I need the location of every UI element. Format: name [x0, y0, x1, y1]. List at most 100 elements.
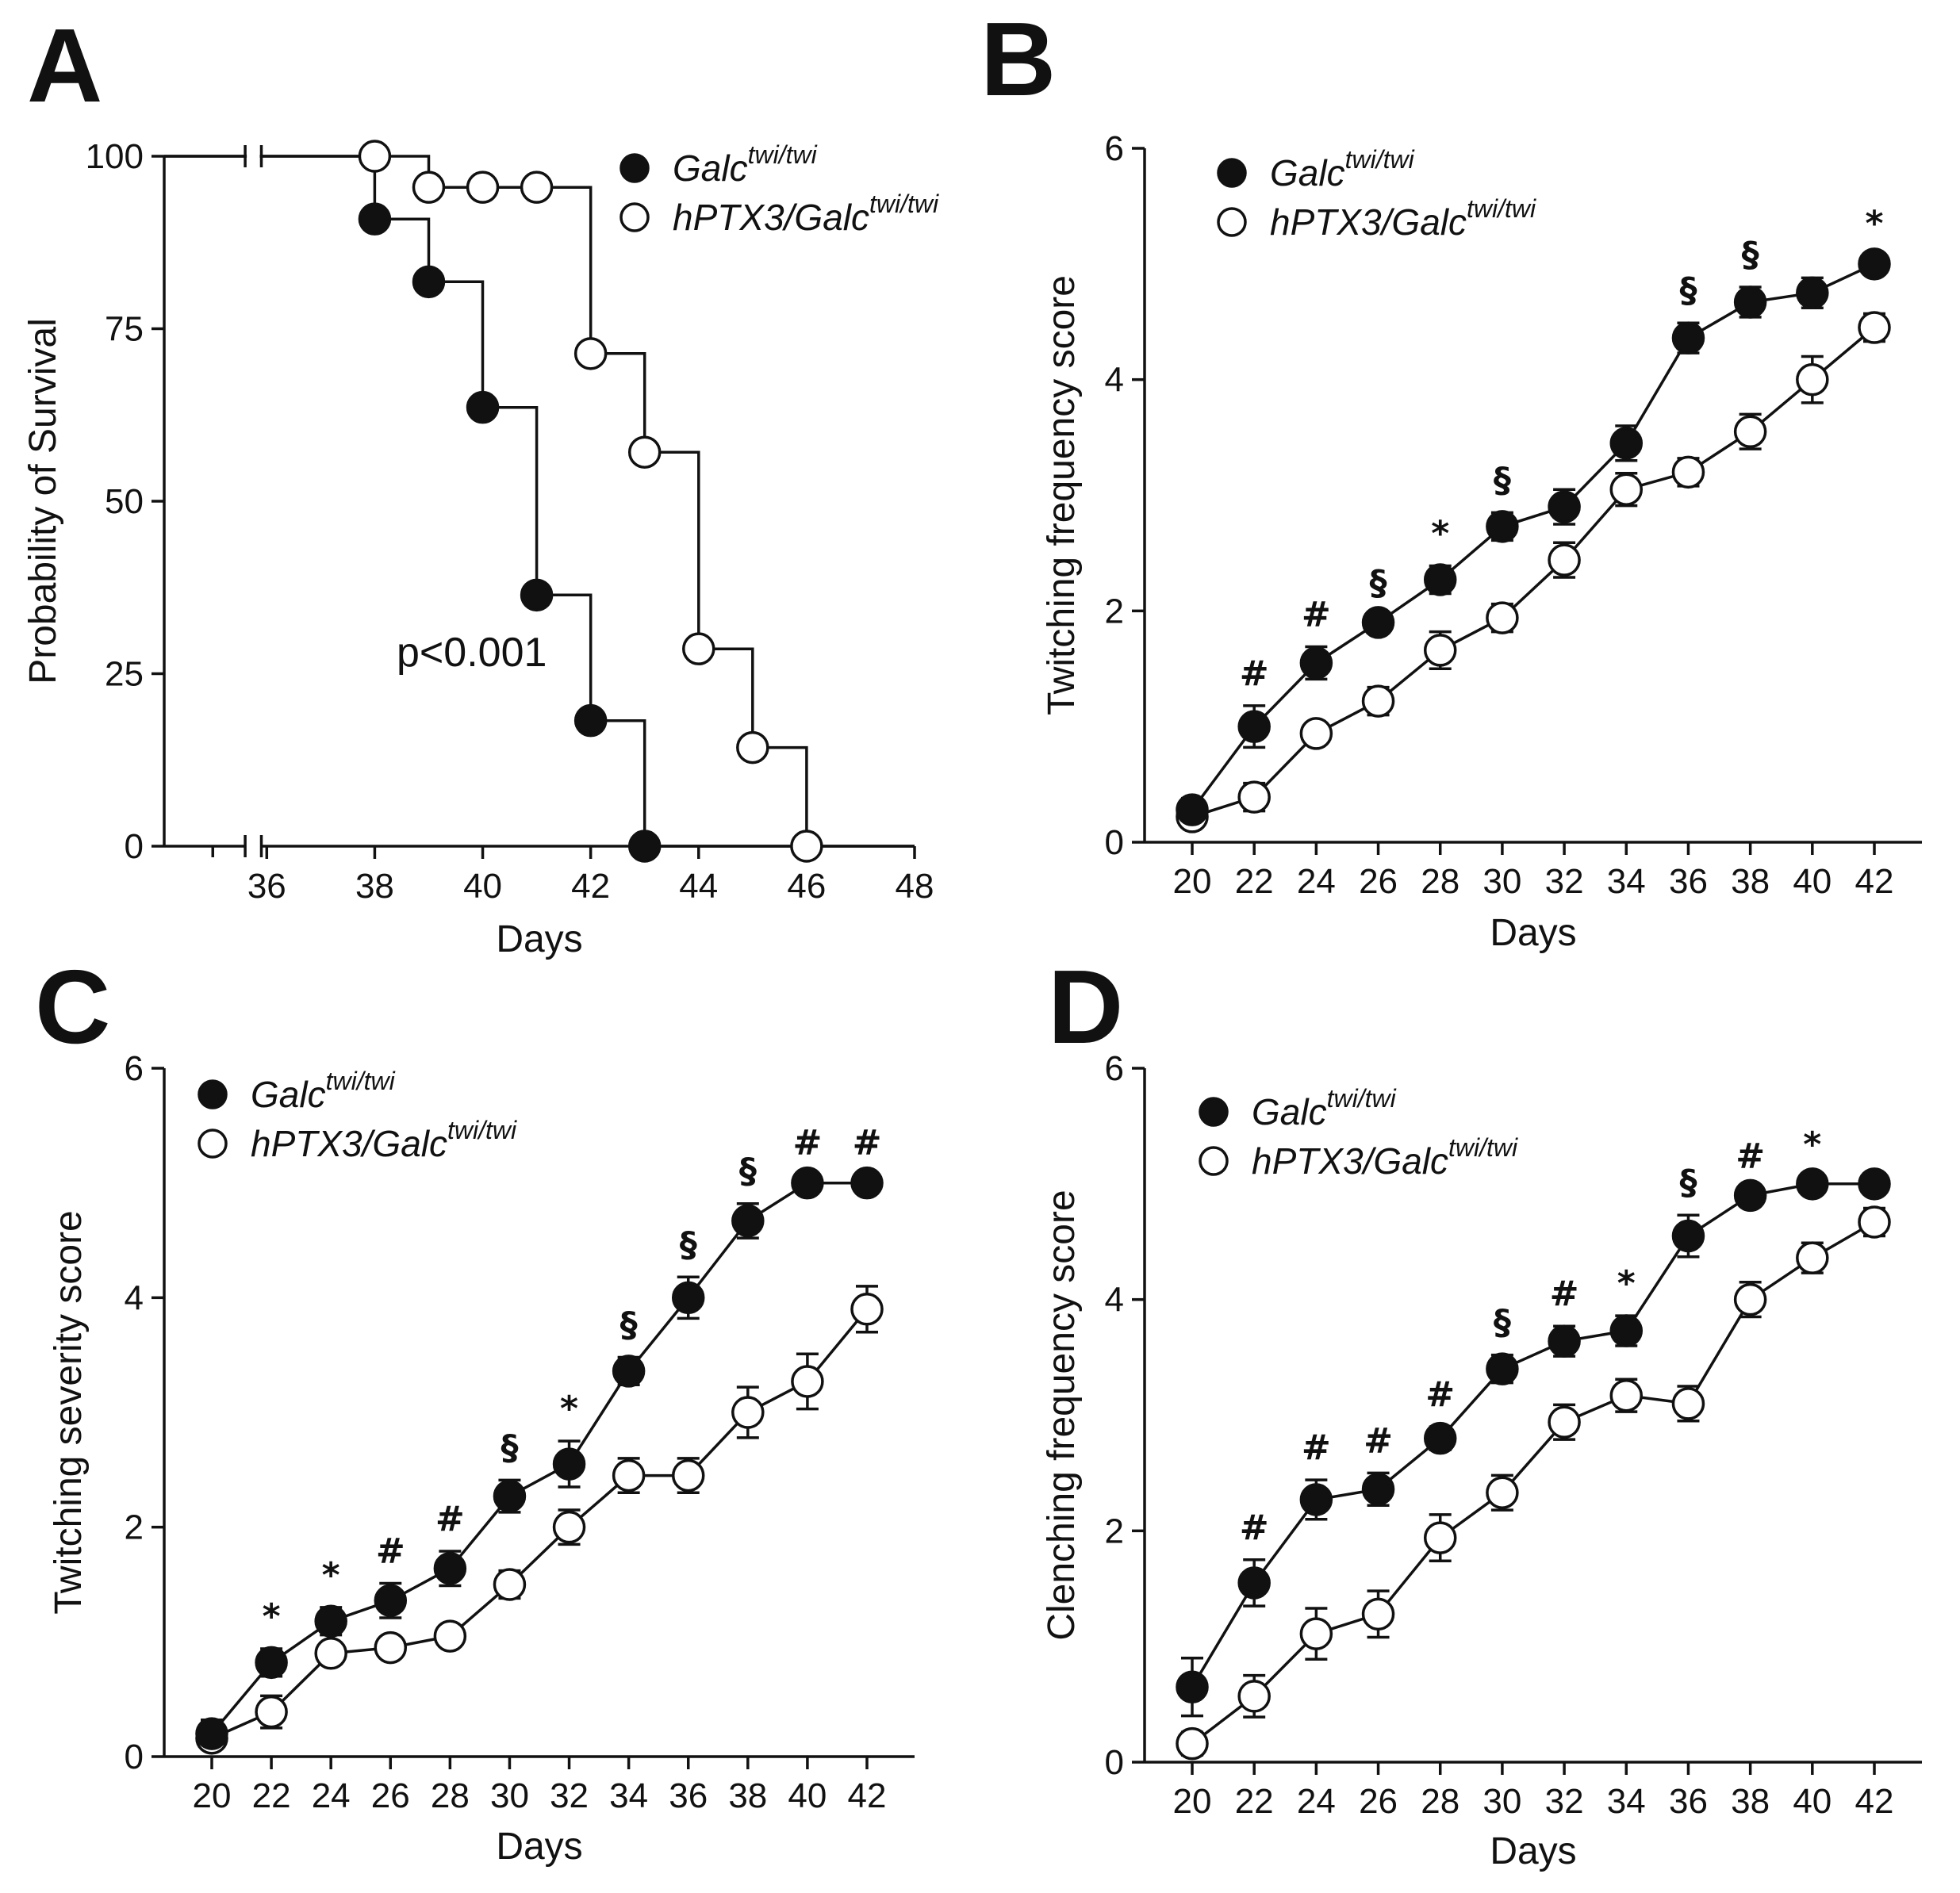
significance-mark-b: § — [1742, 235, 1759, 275]
data-point-hptx3-d — [1361, 1597, 1395, 1631]
significance-mark-d: # — [1425, 1374, 1455, 1415]
survival-marker-hptx3 — [790, 830, 823, 863]
significance-mark-d: # — [1240, 1508, 1269, 1548]
data-point-hptx3-d — [1237, 1680, 1271, 1713]
legend-superscript: twi/twi — [447, 1116, 517, 1144]
x-axis-title-a: Days — [496, 918, 582, 960]
data-point-galc-b — [1486, 510, 1519, 543]
significance-mark-b: § — [1494, 460, 1511, 500]
series-line-hptx3-b — [1191, 326, 1876, 818]
x-tick-label-d: 36 — [1669, 1782, 1708, 1821]
x-tick-label-b: 30 — [1482, 862, 1521, 901]
panel-letter-c: C — [35, 948, 110, 1065]
data-point-hptx3-b — [1858, 311, 1891, 344]
x-tick-label-c: 20 — [193, 1776, 232, 1815]
x-tick-label-c: 38 — [728, 1776, 767, 1815]
y-tick-label-a: 25 — [105, 655, 144, 694]
legend-marker-hptx3-d — [1199, 1146, 1229, 1176]
series-line-galc-d — [1191, 1182, 1874, 1688]
series-line-galc-c — [210, 1181, 867, 1735]
data-point-hptx3-c — [850, 1293, 884, 1326]
x-tick-label-a: 46 — [787, 867, 826, 906]
x-tick-label-b: 28 — [1421, 862, 1459, 901]
data-point-hptx3-d — [1733, 1282, 1767, 1316]
significance-mark-c: § — [620, 1305, 638, 1346]
x-tick-label-d: 20 — [1173, 1782, 1212, 1821]
data-point-galc-b — [1548, 490, 1581, 523]
data-point-galc-c — [493, 1479, 527, 1513]
x-tick-label-c: 32 — [550, 1776, 589, 1815]
legend-marker-galc-a — [619, 153, 650, 183]
data-point-hptx3-c — [314, 1637, 347, 1670]
x-tick-label-c: 24 — [312, 1776, 351, 1815]
data-point-hptx3-b — [1671, 455, 1705, 489]
data-point-galc-c — [850, 1166, 884, 1200]
significance-mark-d: # — [1736, 1136, 1765, 1177]
survival-marker-hptx3 — [736, 730, 769, 764]
significance-mark-c: § — [739, 1152, 757, 1192]
significance-mark-c: # — [435, 1499, 465, 1539]
data-point-hptx3-b — [1548, 543, 1581, 577]
legend-label-galc-a: Galctwi/twi — [673, 140, 818, 189]
significance-mark-b: # — [1302, 595, 1331, 635]
data-point-galc-b — [1609, 427, 1644, 460]
x-tick-label-d: 40 — [1793, 1782, 1832, 1821]
data-point-galc-b — [1733, 285, 1767, 319]
series-line-hptx3-c — [211, 1308, 869, 1740]
survival-marker-galc — [358, 202, 392, 236]
legend-superscript: twi/twi — [1448, 1133, 1518, 1162]
significance-mark-c: # — [853, 1123, 882, 1163]
significance-mark-d: # — [1364, 1420, 1393, 1461]
legend-superscript: twi/twi — [869, 190, 939, 218]
panel-letter-d: D — [1048, 948, 1123, 1065]
legend-name: Galc — [1270, 152, 1345, 194]
data-point-galc-c — [791, 1166, 824, 1200]
data-point-galc-b — [1299, 646, 1333, 680]
x-tick-label-a: 42 — [571, 867, 610, 906]
panel-letter-b: B — [980, 1, 1056, 117]
legend-name: hPTX3/Galc — [1270, 201, 1467, 243]
data-point-hptx3-b — [1796, 362, 1829, 397]
data-point-hptx3-c — [791, 1365, 824, 1398]
data-point-hptx3-b — [1299, 717, 1333, 750]
significance-mark-d: * — [1617, 1263, 1636, 1304]
data-point-hptx3-d — [1858, 1205, 1891, 1239]
data-point-galc-d — [1609, 1314, 1644, 1347]
legend-superscript: twi/twi — [1467, 194, 1536, 223]
data-point-galc-d — [1299, 1483, 1333, 1516]
y-tick-label-b: 2 — [1105, 592, 1124, 630]
x-tick-label-b: 38 — [1731, 862, 1770, 901]
data-point-galc-b — [1671, 321, 1705, 354]
legend-label-galc-c: Galctwi/twi — [251, 1067, 396, 1115]
data-point-galc-d — [1361, 1473, 1395, 1506]
survival-marker-hptx3 — [627, 435, 662, 469]
data-point-hptx3-d — [1176, 1726, 1209, 1761]
survival-marker-galc — [627, 830, 662, 863]
significance-mark-c: § — [501, 1427, 518, 1468]
legend-superscript: twi/twi — [1345, 145, 1415, 174]
x-tick-label-d: 28 — [1421, 1782, 1459, 1821]
legend-label-hptx3-a: hPTX3/Galctwi/twi — [673, 190, 939, 238]
legend-name: hPTX3/Galc — [251, 1123, 447, 1164]
legend-label-hptx3-b: hPTX3/Galctwi/twi — [1270, 194, 1536, 243]
x-axis-title-b: Days — [1490, 912, 1576, 954]
series-line-hptx3-d — [1191, 1220, 1875, 1745]
x-tick-label-d: 22 — [1235, 1782, 1274, 1821]
data-point-hptx3-d — [1609, 1378, 1644, 1412]
legend-marker-galc-d — [1199, 1097, 1229, 1127]
significance-mark-c: * — [322, 1555, 340, 1596]
legend-marker-galc-c — [198, 1079, 228, 1109]
data-point-hptx3-b — [1361, 684, 1395, 718]
data-point-galc-b — [1237, 710, 1271, 743]
data-point-hptx3-b — [1609, 473, 1644, 506]
significance-mark-d: # — [1550, 1274, 1579, 1314]
significance-mark-d: * — [1803, 1125, 1821, 1165]
data-point-galc-d — [1733, 1178, 1767, 1213]
legend-marker-galc-b — [1217, 158, 1247, 188]
x-tick-label-a: 44 — [679, 867, 718, 906]
significance-mark-d: # — [1302, 1427, 1331, 1468]
x-tick-label-a: 36 — [247, 867, 286, 906]
x-tick-label-c: 22 — [252, 1776, 291, 1815]
y-tick-label-d: 4 — [1105, 1281, 1124, 1320]
